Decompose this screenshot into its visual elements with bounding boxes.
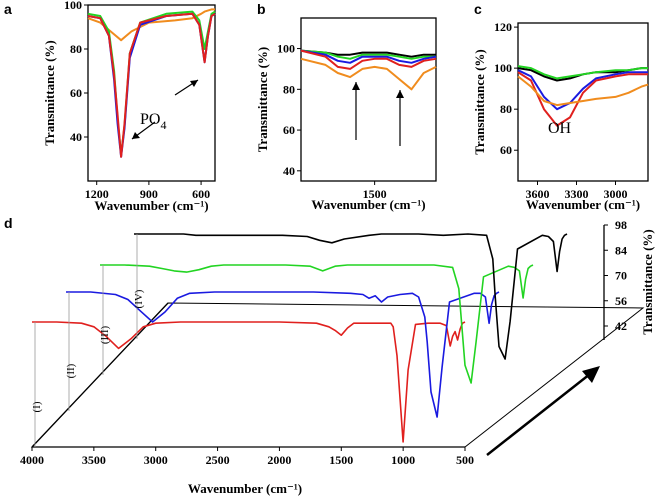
- series-line-d-4: [134, 233, 568, 360]
- series-label-d-4: (IV): [133, 289, 145, 308]
- x-axis-label-b: Wavenumber (cm⁻¹): [311, 197, 425, 212]
- panel-label-b: b: [257, 1, 266, 17]
- x-tick-label-d-2500: 2500: [206, 453, 230, 467]
- y-tick-label-a-60: 60: [70, 86, 82, 100]
- annotation-oh: OH: [548, 120, 572, 137]
- depth-arrow: [486, 373, 591, 456]
- y-axis-label-d: Transmittance (%): [640, 229, 655, 335]
- y-tick-label-a-80: 80: [70, 42, 82, 56]
- annotation-po4: PO4: [140, 111, 166, 132]
- x-axis-label-a: Wavenumber (cm⁻¹): [94, 198, 208, 213]
- y-tick-label-a-40: 40: [70, 130, 82, 144]
- x-tick-label-d-2000: 2000: [267, 453, 291, 467]
- panel-label-c: c: [474, 1, 482, 17]
- y-tick-label-b-40: 40: [283, 164, 295, 178]
- arrow-head-b-2: [396, 90, 404, 98]
- series-line-b-orange: [300, 57, 437, 91]
- y-tick-label-c-100: 100: [494, 61, 512, 75]
- depth-arrow-head: [582, 366, 600, 383]
- y-tick-label-d-42: 42: [615, 319, 627, 333]
- series-label-d-3: (III): [99, 326, 111, 345]
- x-tick-label-d-3500: 3500: [82, 453, 106, 467]
- y-tick-label-c-80: 80: [500, 102, 512, 116]
- x-tick-label-d-3000: 3000: [144, 453, 168, 467]
- x-tick-label-a-900: 900: [140, 187, 158, 201]
- x-tick-label-a-600: 600: [192, 187, 210, 201]
- plot-frame-c: [517, 22, 649, 182]
- depth-axis-d: [31, 302, 169, 448]
- series-line-d-2: [66, 291, 500, 418]
- y-tick-label-d-84: 84: [615, 243, 627, 257]
- panel-label-a: a: [4, 1, 12, 17]
- series-line-a-red: [87, 12, 216, 158]
- series-line-b-red: [300, 49, 437, 70]
- series-line-a-orange: [87, 8, 215, 42]
- x-tick-label-c-3300: 3300: [565, 187, 589, 201]
- series-line-b-green: [300, 49, 436, 60]
- x-tick-label-d-4000: 4000: [20, 453, 44, 467]
- y-axis-label-b: Transmittance (%): [255, 47, 270, 153]
- x-tick-label-d-1000: 1000: [391, 453, 415, 467]
- x-tick-label-d-500: 500: [456, 453, 474, 467]
- x-tick-label-b-1500: 1500: [363, 187, 387, 201]
- y-tick-label-c-60: 60: [500, 143, 512, 157]
- series-line-b-blue: [300, 49, 437, 64]
- x-axis-label-d: Wavenumber (cm⁻¹): [188, 481, 302, 496]
- x-tick-label-a-1200: 1200: [85, 187, 109, 201]
- series-line-b-black: [300, 49, 436, 58]
- series-line-c-orange: [517, 75, 649, 107]
- series-line-c-green: [517, 65, 648, 80]
- y-tick-label-d-70: 70: [615, 269, 627, 283]
- series-line-d-1: [32, 321, 466, 443]
- y-tick-label-b-60: 60: [283, 123, 295, 137]
- arrow-head-po4-right: [190, 80, 198, 87]
- series-label-d-2: (II): [65, 363, 77, 378]
- x-tick-label-d-1500: 1500: [329, 453, 353, 467]
- x-tick-label-c-3000: 3000: [604, 187, 628, 201]
- y-tick-label-a-100: 100: [64, 0, 82, 12]
- y-tick-label-b-100: 100: [277, 42, 295, 56]
- arrow-head-po4-left: [132, 132, 140, 139]
- plot-frame-b: [300, 17, 437, 182]
- x-tick-label-c-3600: 3600: [526, 187, 550, 201]
- arrow-head-b-1: [352, 82, 360, 90]
- floor-frame: [30, 302, 645, 448]
- y-tick-label-d-98: 98: [615, 218, 627, 232]
- y-tick-label-c-120: 120: [494, 20, 512, 34]
- series-line-c-red: [517, 71, 648, 127]
- series-line-d-3: [100, 264, 534, 384]
- y-axis-label-c: Transmittance (%): [472, 49, 487, 155]
- x-axis-label-c: Wavenumber (cm⁻¹): [526, 197, 640, 212]
- y-tick-label-d-56: 56: [615, 294, 627, 308]
- series-line-a-blue: [87, 12, 216, 158]
- series-label-d-1: (I): [31, 401, 43, 412]
- panel-label-d: d: [4, 215, 13, 231]
- y-tick-label-b-80: 80: [283, 82, 295, 96]
- series-line-c-blue: [517, 69, 648, 111]
- y-axis-label-a: Transmittance (%): [42, 40, 57, 146]
